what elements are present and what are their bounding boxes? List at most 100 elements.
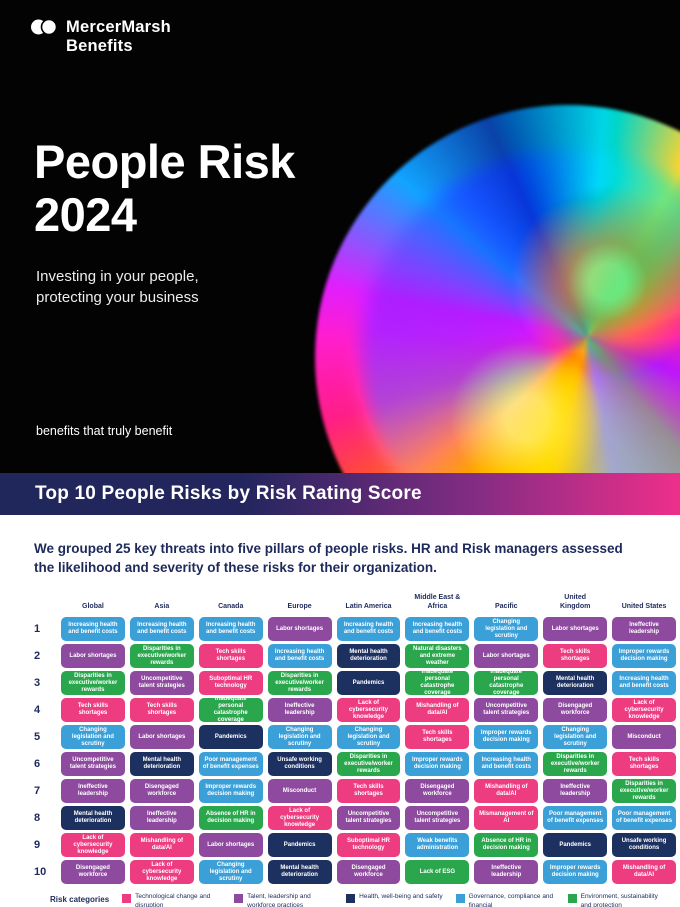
risk-cell: Mental health deterioration <box>61 806 125 831</box>
brand-tagline: benefits that truly benefit <box>36 424 173 438</box>
row-number: 8 <box>34 812 41 825</box>
page-title: People Risk 2024 <box>34 135 295 241</box>
risk-cell: Changing legislation and scrutiny <box>267 725 332 750</box>
risk-cell: Changing legislation and scrutiny <box>474 617 539 642</box>
risk-cell: Disengaged workforce <box>336 860 401 885</box>
risk-cell: Misconduct <box>612 725 676 750</box>
row-number: 2 <box>34 650 41 663</box>
risk-cell: Disparities in executive/worker rewards <box>129 644 194 669</box>
column-header: Canada <box>218 602 244 610</box>
risk-cell: Lack of cybersecurity knowledge <box>129 860 194 885</box>
risk-cell: Weak benefits administration <box>405 833 470 858</box>
risk-cell: Mishandling of data/AI <box>129 833 194 858</box>
legend-color-swatch <box>567 894 577 904</box>
legend-color-swatch <box>455 894 465 904</box>
risk-cell: Lack of cybersecurity knowledge <box>61 833 125 858</box>
risk-cell: Uncompetitive talent strategies <box>405 806 470 831</box>
legend-title: Risk categories <box>50 895 110 905</box>
risk-cell: Inadequate personal catastrophe coverage <box>198 696 263 723</box>
risk-cell: Labor shortages <box>474 644 539 669</box>
risk-cell: Tech skills shortages <box>405 725 470 750</box>
risk-cell: Improper rewards decision making <box>543 860 608 885</box>
risk-cell: Absence of HR in decision making <box>474 833 539 858</box>
risk-cell: Mismanagement of AI <box>474 806 539 831</box>
risk-cell: Inadequate personal catastrophe coverage <box>405 669 470 696</box>
risk-cell: Ineffective leadership <box>474 860 539 885</box>
legend-item: Environment, sustainability and protecti… <box>567 893 667 907</box>
risk-cell: Changing legislation and scrutiny <box>61 725 125 750</box>
risk-cell: Uncompetitive talent strategies <box>61 752 125 777</box>
row-number: 6 <box>34 758 41 771</box>
mmb-logo-icon <box>30 18 58 41</box>
row-number: 7 <box>34 785 41 798</box>
row-number: 10 <box>34 866 47 879</box>
row-number: 1 <box>34 623 41 636</box>
legend-item-label: Environment, sustainability and protecti… <box>580 893 658 907</box>
risk-cell: Ineffective leadership <box>129 806 194 831</box>
risk-cell: Suboptimal HR technology <box>336 833 401 858</box>
risk-cell: Disparities in executive/worker rewards <box>612 779 676 804</box>
risk-cell: Disengaged workforce <box>61 860 125 885</box>
legend-color-swatch <box>346 894 356 904</box>
risk-cell: Pandemics <box>336 671 401 696</box>
risk-cell: Increasing health and benefit costs <box>198 617 263 642</box>
risk-cell: Lack of cybersecurity knowledge <box>267 806 332 831</box>
risk-cell: Improper rewards decision making <box>198 779 263 804</box>
risk-cell: Natural disasters and extreme weather <box>405 644 470 669</box>
risk-cell: Tech skills shortages <box>129 698 194 723</box>
risk-cell: Uncompetitive talent strategies <box>129 671 194 696</box>
risk-cell: Mental health deterioration <box>336 644 401 669</box>
risk-cell: Inadequate personal catastrophe coverage <box>474 669 539 696</box>
risk-table: Global Asia Canada Europe Latin America Middl… <box>34 590 676 885</box>
page-title-line1: People Risk <box>34 135 295 188</box>
risk-cell: Lack of cybersecurity knowledge <box>612 698 676 723</box>
risk-cell: Disparities in executive/worker rewards <box>61 671 125 696</box>
legend-item-label: Talent, leadership and workforce practic… <box>247 893 311 907</box>
risk-cell: Uncompetitive talent strategies <box>336 806 401 831</box>
risk-cell: Disengaged workforce <box>543 698 608 723</box>
hero-section: MercerMarsh Benefits People Risk 2024 In… <box>0 0 680 473</box>
risk-cell: Absence of HR in decision making <box>198 806 263 831</box>
risk-cell: Misconduct <box>267 779 332 804</box>
intro-text: We grouped 25 key threats into five pill… <box>34 541 623 575</box>
column-header: Pacific <box>494 602 518 610</box>
risk-cell: Labor shortages <box>129 725 194 750</box>
legend-item: Technological change and disruption <box>122 893 221 907</box>
column-header: United Kingdom <box>560 594 591 610</box>
legend-item: Health, well-being and safety <box>346 893 443 904</box>
column-header: Europe <box>287 602 312 610</box>
risk-cell: Uncompetitive talent strategies <box>474 698 539 723</box>
content-section: We grouped 25 key threats into five pill… <box>0 515 680 907</box>
risk-cell: Improper rewards decision making <box>612 644 676 669</box>
risk-cell: Lack of ESG <box>405 860 470 885</box>
risk-cell: Pandemics <box>198 725 263 750</box>
risk-cell: Pandemics <box>267 833 332 858</box>
risk-cell: Pandemics <box>543 833 608 858</box>
risk-cell: Lack of cybersecurity knowledge <box>336 698 401 723</box>
row-number: 5 <box>34 731 41 744</box>
row-number: 3 <box>34 677 41 690</box>
risk-cell: Tech skills shortages <box>543 644 608 669</box>
hero-subtitle: Investing in your people, protecting you… <box>36 266 199 308</box>
risk-cell: Changing legislation and scrutiny <box>543 725 608 750</box>
legend-item-label: Governance, compliance and financial <box>468 893 554 907</box>
risk-cell: Mishandling of data/AI <box>405 698 470 723</box>
risk-cell: Increasing health and benefit costs <box>267 644 332 669</box>
risk-cell: Poor management of benefit expenses <box>198 752 263 777</box>
hero-subtitle-line2: protecting your business <box>36 289 199 306</box>
row-number: 4 <box>34 704 41 717</box>
column-header: Asia <box>154 602 170 610</box>
risk-cell: Increasing health and benefit costs <box>129 617 194 642</box>
risk-cell: Poor management of benefit expenses <box>612 806 676 831</box>
column-header: Latin America <box>345 602 392 610</box>
risk-cell: Mishandling of data/AI <box>474 779 539 804</box>
brand-name: MercerMarsh Benefits <box>66 18 171 56</box>
risk-cell: Changing legislation and scrutiny <box>336 725 401 750</box>
risk-cell: Disparities in executive/worker rewards <box>336 752 401 777</box>
legend-item: Talent, leadership and workforce practic… <box>234 893 333 907</box>
risk-cell: Unsafe working conditions <box>267 752 332 777</box>
risk-cell: Tech skills shortages <box>198 644 263 669</box>
legend-color-swatch <box>122 894 132 904</box>
risk-cell: Mental health deterioration <box>543 671 608 696</box>
colorful-planet-image <box>315 105 680 473</box>
